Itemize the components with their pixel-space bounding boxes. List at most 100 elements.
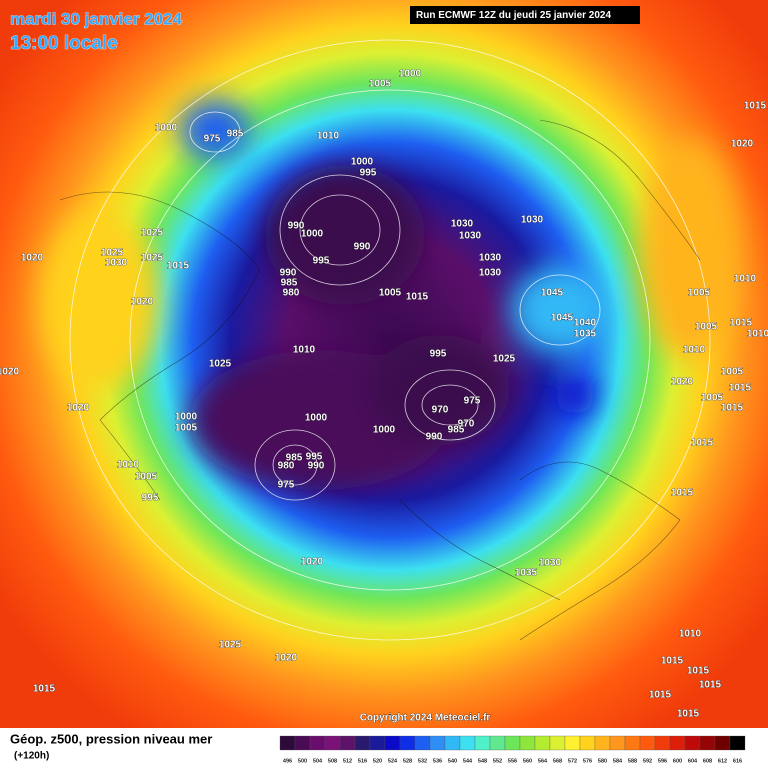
pressure-label: 1005 [369, 79, 392, 90]
pressure-label: 980 [278, 461, 295, 472]
colorbar-swatch [489, 735, 506, 751]
pressure-label: 1020 [275, 653, 298, 664]
pressure-label: 990 [280, 268, 297, 279]
colorbar-tick-label: 608 [703, 758, 712, 764]
pressure-label: 985 [286, 453, 303, 464]
pressure-label: 1045 [551, 313, 574, 324]
colorbar-swatch [549, 735, 566, 751]
height-field [40, 100, 740, 490]
colorbar-swatch [534, 735, 551, 751]
pressure-label: 1005 [379, 288, 402, 299]
pressure-label: 995 [142, 493, 159, 504]
pressure-label: 1030 [479, 253, 502, 264]
run-info: Run ECMWF 12Z du jeudi 25 janvier 2024 [416, 10, 611, 21]
colorbar-tick-label: 604 [688, 758, 698, 764]
colorbar-swatch [474, 735, 491, 751]
colorbar-swatch [609, 735, 626, 751]
pressure-label: 1015 [691, 438, 714, 449]
pressure-label: 995 [306, 452, 323, 463]
colorbar-tick-label: 596 [658, 758, 667, 764]
pressure-label: 1015 [406, 292, 429, 303]
pressure-label: 1005 [721, 367, 744, 378]
pressure-label: 990 [308, 461, 325, 472]
footer-title: Géop. z500, pression niveau mer [10, 731, 212, 746]
pressure-label: 1015 [730, 318, 753, 329]
colorbar-swatch [579, 735, 596, 751]
colorbar-tick-label: 584 [613, 758, 623, 764]
pressure-label: 1030 [521, 215, 544, 226]
colorbar-swatch [654, 735, 671, 751]
colorbar-tick-label: 568 [553, 758, 562, 764]
pressure-label: 1000 [301, 229, 324, 240]
pressure-label: 1005 [175, 423, 198, 434]
colorbar-tick-label: 564 [538, 758, 548, 764]
colorbar-swatch [369, 735, 386, 751]
colorbar-swatch [669, 735, 686, 751]
pressure-label: 985 [227, 129, 244, 140]
colorbar-tick-label: 580 [598, 758, 607, 764]
colorbar-swatch [429, 735, 446, 751]
colorbar-swatch [324, 735, 341, 751]
pressure-label: 1015 [661, 656, 684, 667]
colorbar-swatch [714, 735, 731, 751]
pressure-label: 1020 [21, 253, 44, 264]
pressure-label: 990 [426, 432, 443, 443]
colorbar-swatch [339, 735, 356, 751]
colorbar-swatch [639, 735, 656, 751]
pressure-label: 1000 [373, 425, 396, 436]
colorbar-tick-label: 560 [523, 758, 532, 764]
pressure-label: 1015 [721, 403, 744, 414]
colorbar-swatch [414, 735, 431, 751]
time-title: 13:00 locale [10, 33, 118, 54]
pressure-label: 1000 [305, 413, 328, 424]
pressure-label: 1010 [679, 629, 702, 640]
colorbar-tick-label: 516 [358, 758, 367, 764]
colorbar-tick-label: 496 [283, 758, 292, 764]
pressure-label: 1030 [479, 268, 502, 279]
pressure-label: 1015 [687, 666, 710, 677]
pressure-label: 1000 [155, 123, 178, 134]
colorbar-swatch [684, 735, 701, 751]
colorbar-tick-label: 600 [673, 758, 682, 764]
pressure-label: 1015 [729, 383, 752, 394]
colorbar-tick-label: 572 [568, 758, 577, 764]
pressure-label: 1005 [135, 472, 158, 483]
colorbar-swatch [519, 735, 536, 751]
colorbar-swatch [459, 735, 476, 751]
pressure-label: 1005 [695, 322, 718, 333]
pressure-label: 1020 [67, 403, 90, 414]
colorbar-swatch [399, 735, 416, 751]
pressure-label: 1010 [683, 345, 706, 356]
pressure-label: 1010 [317, 131, 340, 142]
colorbar-swatch [279, 735, 296, 751]
pressure-label: 985 [281, 278, 298, 289]
pressure-label: 1020 [301, 557, 324, 568]
pressure-label: 1020 [731, 139, 754, 150]
pressure-label: 1045 [541, 288, 564, 299]
colorbar-tick-label: 500 [298, 758, 307, 764]
run-box [410, 6, 640, 24]
pressure-label: 985 [448, 425, 465, 436]
colorbar-tick-label: 524 [388, 758, 398, 764]
pressure-label: 1010 [734, 274, 757, 285]
pressure-label: 1025 [209, 359, 232, 370]
pressure-label: 1000 [351, 157, 374, 168]
pressure-label: 1035 [574, 329, 597, 340]
pressure-label: 1000 [175, 412, 198, 423]
colorbar-tick-label: 612 [718, 758, 727, 764]
pressure-label: 1020 [131, 297, 154, 308]
colorbar-swatch [309, 735, 326, 751]
pressure-label: 1015 [649, 690, 672, 701]
pressure-label: 975 [204, 134, 221, 145]
pressure-label: 1025 [219, 640, 242, 651]
colorbar-swatch [564, 735, 581, 751]
colorbar-swatch [594, 735, 611, 751]
colorbar-swatch [354, 735, 371, 751]
pressure-label: 980 [283, 288, 300, 299]
colorbar-tick-label: 576 [583, 758, 592, 764]
pressure-label: 990 [288, 221, 305, 232]
colorbar-swatch [504, 735, 521, 751]
pressure-label: 1015 [677, 709, 700, 720]
colorbar-tick-label: 548 [478, 758, 487, 764]
